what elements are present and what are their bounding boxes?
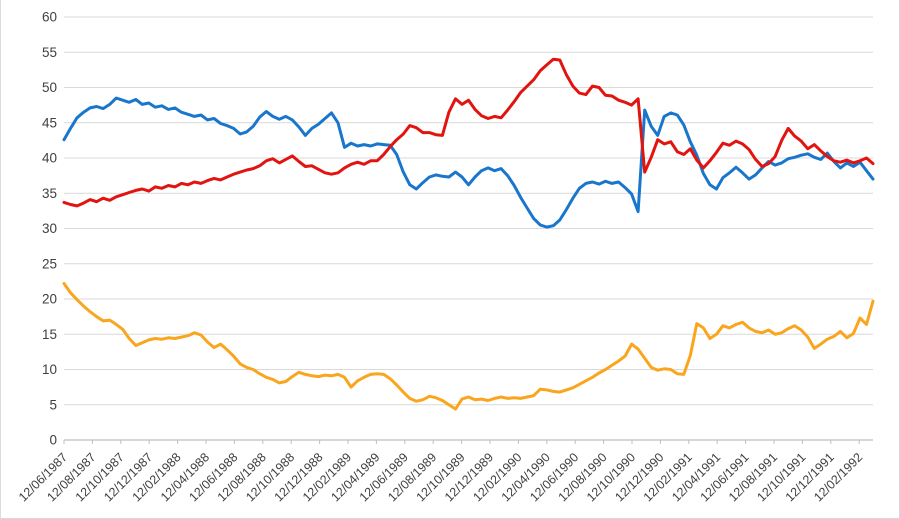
- series-line-red: [62, 57, 875, 208]
- y-axis-label: 40: [42, 151, 57, 166]
- y-axis-label: 35: [42, 186, 57, 201]
- series-line-orange: [62, 282, 875, 411]
- y-axis-label: 55: [42, 45, 57, 60]
- y-axis-label: 50: [42, 80, 57, 95]
- y-axis-label: 5: [49, 397, 57, 412]
- y-axis-label: 20: [42, 292, 57, 307]
- y-axis-label: 60: [42, 10, 57, 25]
- y-axis-label: 45: [42, 115, 57, 130]
- y-axis-label: 10: [42, 362, 57, 377]
- series-line-blue: [62, 96, 875, 229]
- y-axis-label: 0: [49, 433, 57, 448]
- y-axis-label: 25: [42, 256, 57, 271]
- y-axis-label: 30: [42, 221, 57, 236]
- y-axis-label: 15: [42, 327, 57, 342]
